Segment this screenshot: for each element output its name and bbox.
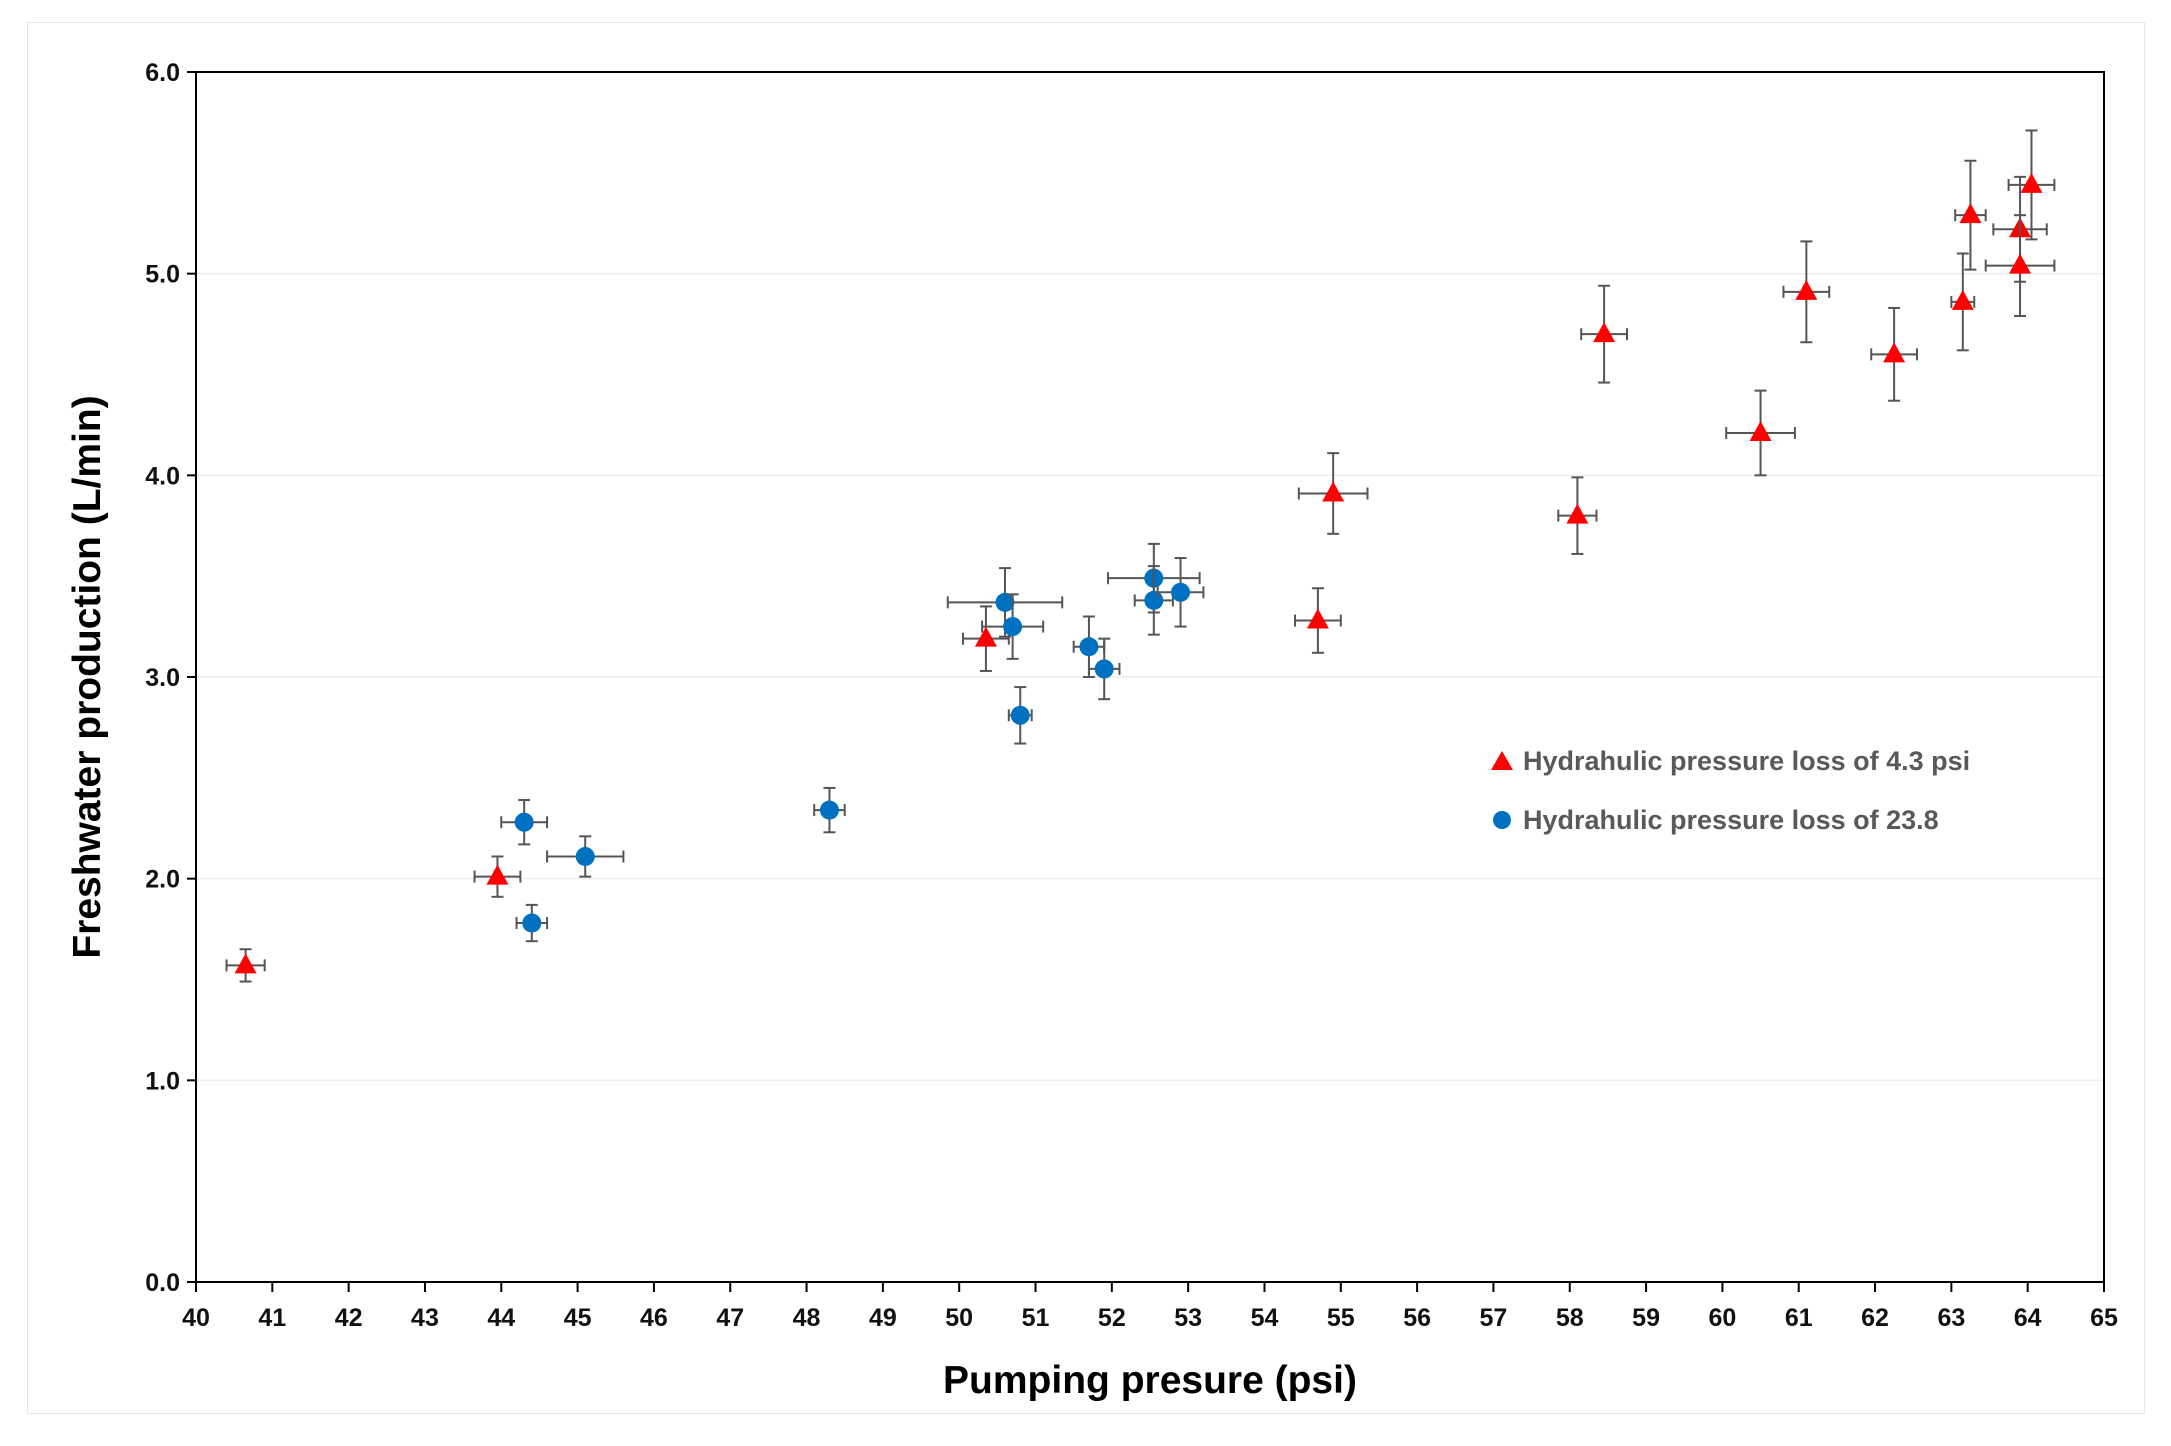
x-tick-label: 43 (411, 1304, 439, 1332)
data-point-triangle (1951, 289, 1974, 310)
x-axis-title: Pumping presure (psi) (943, 1359, 1357, 1402)
data-point-circle (1010, 705, 1030, 725)
data-point-circle (1079, 637, 1099, 657)
x-tick-label: 40 (182, 1304, 210, 1332)
data-point-triangle (1306, 608, 1329, 629)
data-point-triangle (1883, 342, 1906, 363)
x-tick-label: 64 (2014, 1304, 2042, 1332)
x-tick-label: 54 (1251, 1304, 1279, 1332)
y-tick-label: 1.0 (145, 1067, 180, 1095)
x-tick-label: 48 (793, 1304, 821, 1332)
y-tick-label: 5.0 (145, 261, 180, 289)
data-point-triangle (1959, 203, 1982, 224)
y-tick-label: 3.0 (145, 664, 180, 692)
x-tick-label: 57 (1480, 1304, 1508, 1332)
x-tick-label: 63 (1937, 1304, 1965, 1332)
x-tick-label: 62 (1861, 1304, 1889, 1332)
data-point-circle (1144, 590, 1164, 610)
data-point-triangle (2020, 172, 2043, 193)
x-tick-label: 41 (258, 1304, 286, 1332)
data-points (225, 129, 2056, 983)
legend-label-series-1: Hydrahulic pressure loss of 4.3 psi (1523, 746, 1970, 776)
x-tick-label: 42 (335, 1304, 363, 1332)
data-point-triangle (2009, 253, 2032, 274)
x-tick-label: 51 (1022, 1304, 1050, 1332)
data-point-circle (1003, 617, 1023, 637)
x-tick-label: 52 (1098, 1304, 1126, 1332)
x-tick-label: 56 (1403, 1304, 1431, 1332)
x-tick-label: 49 (869, 1304, 897, 1332)
data-point-circle (575, 846, 595, 866)
data-point-triangle (1593, 322, 1616, 343)
data-point-triangle (1322, 481, 1345, 502)
data-point-triangle (1566, 503, 1589, 524)
data-point-triangle (974, 626, 997, 647)
data-point-circle (514, 812, 534, 832)
x-tick-label: 47 (716, 1304, 744, 1332)
grid-lines (196, 272, 2104, 1082)
axis-ticks: 0.0 1.0 2.0 3.0 4.0 5.0 6.0 40 41 42 43 44 45 46 47 48 4… (145, 59, 2118, 1332)
x-tick-label: 55 (1327, 1304, 1355, 1332)
data-point-triangle (486, 864, 509, 885)
chart-frame (27, 22, 2145, 1414)
legend-label-series-2: Hydrahulic pressure loss of 23.8 (1523, 805, 1939, 835)
legend: Hydrahulic pressure loss of 4.3 psi Hydr… (1491, 746, 1970, 835)
legend-marker-circle (1493, 811, 1511, 829)
data-point-circle (1094, 659, 1114, 679)
x-tick-label: 59 (1632, 1304, 1660, 1332)
x-tick-label: 65 (2090, 1304, 2118, 1332)
y-tick-label: 0.0 (145, 1269, 180, 1297)
x-tick-label: 46 (640, 1304, 668, 1332)
data-point-circle (522, 913, 542, 933)
x-tick-label: 61 (1785, 1304, 1813, 1332)
y-tick-label: 2.0 (145, 866, 180, 894)
x-tick-label: 53 (1174, 1304, 1202, 1332)
data-point-circle (995, 592, 1015, 612)
data-point-circle (819, 800, 839, 820)
y-axis-title: Freshwater production (L/min) (66, 395, 109, 958)
x-tick-label: 44 (487, 1304, 515, 1332)
x-tick-label: 50 (945, 1304, 973, 1332)
x-tick-label: 58 (1556, 1304, 1584, 1332)
data-point-triangle (1795, 279, 1818, 300)
x-tick-label: 45 (564, 1304, 592, 1332)
y-tick-label: 4.0 (145, 462, 180, 490)
data-point-circle (1171, 582, 1191, 602)
series-2 (500, 542, 1205, 943)
series-1 (225, 129, 2056, 983)
y-tick-label: 6.0 (145, 59, 180, 87)
x-tick-label: 60 (1708, 1304, 1736, 1332)
legend-marker-triangle (1491, 751, 1513, 770)
data-point-triangle (234, 953, 257, 974)
data-point-triangle (1749, 420, 1772, 441)
